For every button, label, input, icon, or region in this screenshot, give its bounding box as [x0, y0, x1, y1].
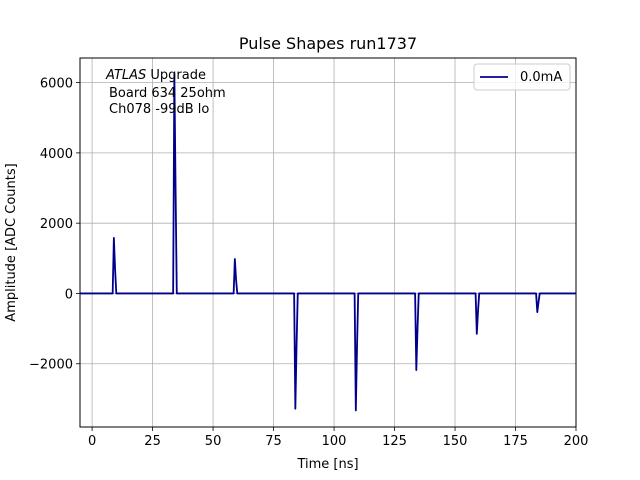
plot-area	[76, 57, 577, 431]
series-line-0	[80, 72, 576, 412]
x-axis-title: Time [ns]	[296, 457, 358, 472]
chart-title: Pulse Shapes run1737	[239, 34, 417, 53]
axis-ticks	[76, 82, 577, 431]
legend-box	[473, 63, 571, 91]
annotation-upgrade: Upgrade	[146, 68, 206, 83]
y-tick-label: 4000	[40, 147, 73, 162]
legend-label-0-0ma: 0.0mA	[520, 70, 562, 85]
x-tick-label: 125	[382, 434, 407, 449]
atlas-annotation: ATLAS Upgrade Board 634 25ohm Ch078 -99d…	[105, 68, 226, 117]
x-tick-label: 50	[205, 434, 222, 449]
y-axis-title: Amplitude [ADC Counts]	[4, 163, 19, 321]
x-tick-label: 100	[322, 434, 347, 449]
y-tick-label: 6000	[40, 77, 73, 92]
legend: 0.0mA	[473, 63, 571, 91]
annotation-line-2: Board 634 25ohm	[109, 86, 226, 101]
plot-frame	[79, 57, 577, 428]
annotation-line-1: ATLAS Upgrade	[105, 68, 206, 83]
annotation-line-3: Ch078 -99dB lo	[109, 102, 209, 117]
y-tick-label: 0	[65, 287, 73, 302]
x-tick-label: 150	[443, 434, 468, 449]
y-tick-label: 2000	[40, 217, 73, 232]
x-tick-label: 175	[503, 434, 528, 449]
annotation-atlas: ATLAS	[105, 68, 146, 83]
x-tick-label: 200	[564, 434, 589, 449]
x-tick-label: 75	[265, 434, 282, 449]
series-layer	[80, 72, 576, 412]
x-tick-label: 0	[88, 434, 96, 449]
y-tick-label: −2000	[29, 358, 73, 373]
x-tick-label: 25	[144, 434, 161, 449]
